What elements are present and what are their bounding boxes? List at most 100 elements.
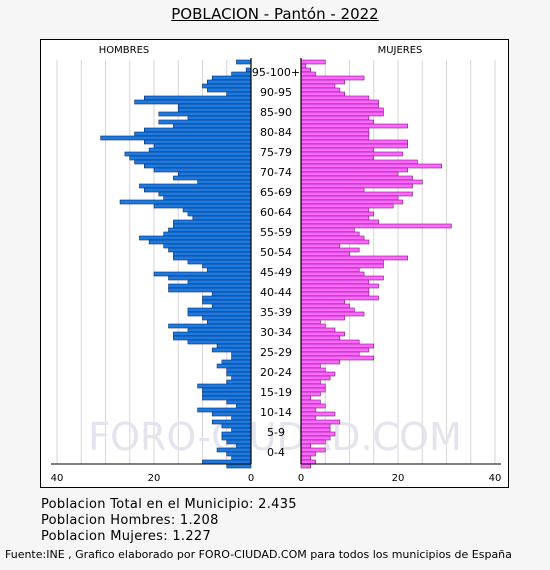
bar-mujeres-age-64 bbox=[300, 207, 370, 213]
tick-label-left: 0 bbox=[248, 473, 254, 484]
bar-hombres-age-79 bbox=[148, 147, 252, 153]
bar-mujeres-age-31 bbox=[300, 339, 360, 345]
footer-source: Fuente:INE , Grafico elaborado por FORO-… bbox=[5, 548, 512, 561]
bar-mujeres-age-38 bbox=[300, 311, 365, 317]
bar-mujeres-age-78 bbox=[300, 151, 404, 157]
bar-hombres-age-82 bbox=[100, 135, 252, 141]
bar-hombres-age-27 bbox=[231, 355, 252, 361]
bar-mujeres-age-34 bbox=[300, 327, 336, 333]
bar-mujeres-age-75 bbox=[300, 163, 442, 169]
bar-mujeres-age-79 bbox=[300, 147, 375, 153]
bar-hombres-age-23 bbox=[226, 371, 252, 377]
bar-hombres-age-13 bbox=[211, 411, 252, 417]
population-pyramid: HOMBRES MUJERES FORO-CIUDAD.COM 95-100+ 90-9… bbox=[51, 45, 502, 484]
bar-hombres-age-21 bbox=[226, 379, 252, 385]
bar-hombres-age-0 bbox=[226, 463, 252, 469]
bar-hombres-age-72 bbox=[173, 175, 252, 181]
bar-hombres-age-91 bbox=[134, 99, 252, 105]
bar-hombres-age-26 bbox=[221, 359, 252, 365]
age-group-label: 80-84 bbox=[260, 126, 292, 139]
bar-mujeres-age-44 bbox=[300, 287, 370, 293]
bar-mujeres-age-33 bbox=[300, 331, 345, 337]
bar-mujeres-age-99 bbox=[300, 67, 311, 73]
bar-hombres-age-31 bbox=[187, 339, 252, 345]
tick-label-left: 20 bbox=[148, 473, 161, 484]
bar-mujeres-age-68 bbox=[300, 191, 413, 197]
bar-hombres-age-98 bbox=[231, 71, 252, 77]
tick-label-right: 40 bbox=[489, 473, 502, 484]
bar-mujeres-age-46 bbox=[300, 279, 370, 285]
bar-mujeres-age-12 bbox=[300, 415, 316, 421]
bar-hombres-age-48 bbox=[153, 271, 252, 277]
bar-mujeres-age-70 bbox=[300, 183, 413, 189]
age-group-label: 20-24 bbox=[260, 366, 292, 379]
bar-hombres-age-43 bbox=[211, 291, 252, 297]
bar-hombres-age-73 bbox=[177, 171, 252, 177]
bar-mujeres-age-96 bbox=[300, 79, 345, 85]
bar-mujeres-age-6 bbox=[300, 439, 326, 445]
bar-mujeres-age-95 bbox=[300, 83, 336, 89]
bar-mujeres-age-76 bbox=[300, 159, 418, 165]
bar-mujeres-age-100 bbox=[300, 63, 307, 69]
bar-hombres-age-66 bbox=[119, 199, 252, 205]
bar-mujeres-age-4 bbox=[300, 447, 326, 453]
bar-mujeres-age-23 bbox=[300, 371, 336, 377]
bar-mujeres-age-81 bbox=[300, 139, 408, 145]
bar-hombres-age-30 bbox=[216, 343, 252, 349]
bar-mujeres-age-66 bbox=[300, 199, 404, 205]
age-group-label: 0-4 bbox=[267, 446, 285, 459]
bar-hombres-age-9 bbox=[231, 427, 252, 433]
bar-hombres-age-6 bbox=[226, 439, 252, 445]
bar-hombres-age-10 bbox=[221, 423, 252, 429]
age-group-label: 40-44 bbox=[260, 286, 292, 299]
bar-hombres-age-52 bbox=[173, 255, 252, 261]
bar-hombres-age-41 bbox=[202, 299, 252, 305]
bar-mujeres-age-20 bbox=[300, 383, 326, 389]
bar-hombres-age-8 bbox=[221, 431, 252, 437]
bar-mujeres-age-97 bbox=[300, 75, 365, 81]
bar-hombres-age-1 bbox=[202, 459, 252, 465]
bar-mujeres-age-73 bbox=[300, 171, 399, 177]
bar-mujeres-age-18 bbox=[300, 391, 321, 397]
bar-hombres-age-64 bbox=[182, 207, 252, 213]
bar-hombres-age-80 bbox=[153, 143, 252, 149]
age-group-label: 75-79 bbox=[260, 146, 292, 159]
bar-hombres-age-24 bbox=[226, 367, 252, 373]
bar-hombres-age-58 bbox=[163, 231, 252, 237]
bar-mujeres-age-94 bbox=[300, 87, 341, 93]
bar-mujeres-age-1 bbox=[300, 459, 316, 465]
bar-mujeres-age-10 bbox=[300, 423, 331, 429]
age-group-label: 95-100+ bbox=[252, 66, 300, 79]
bar-hombres-age-55 bbox=[163, 243, 252, 249]
bar-mujeres-age-41 bbox=[300, 299, 345, 305]
bar-mujeres-age-61 bbox=[300, 219, 379, 225]
bar-hombres-age-14 bbox=[197, 407, 252, 413]
label-mujeres: MUJERES bbox=[378, 45, 423, 56]
bar-hombres-age-37 bbox=[202, 315, 252, 321]
bar-mujeres-age-74 bbox=[300, 167, 408, 173]
bar-hombres-age-63 bbox=[187, 211, 252, 217]
bar-mujeres-age-88 bbox=[300, 111, 384, 117]
bar-mujeres-age-35 bbox=[300, 323, 326, 329]
bar-hombres-age-5 bbox=[236, 443, 252, 449]
bar-mujeres-age-62 bbox=[300, 215, 370, 221]
bar-hombres-age-17 bbox=[202, 395, 252, 401]
age-group-label: 60-64 bbox=[260, 206, 292, 219]
bar-hombres-age-101 bbox=[236, 59, 252, 65]
bar-mujeres-age-16 bbox=[300, 399, 321, 405]
bar-hombres-age-62 bbox=[192, 215, 252, 221]
bar-mujeres-age-71 bbox=[300, 179, 423, 185]
bar-hombres-age-46 bbox=[187, 279, 252, 285]
bar-mujeres-age-3 bbox=[300, 451, 316, 457]
bar-hombres-age-83 bbox=[134, 131, 252, 137]
bar-hombres-age-60 bbox=[173, 223, 252, 229]
bar-mujeres-age-59 bbox=[300, 227, 355, 233]
bar-mujeres-age-92 bbox=[300, 95, 370, 101]
bar-hombres-age-11 bbox=[211, 419, 252, 425]
bar-mujeres-age-77 bbox=[300, 155, 375, 161]
bar-hombres-age-78 bbox=[124, 151, 252, 157]
bar-hombres-age-70 bbox=[139, 183, 252, 189]
bar-hombres-age-33 bbox=[173, 331, 252, 337]
bar-mujeres-age-69 bbox=[300, 187, 365, 193]
bar-mujeres-age-24 bbox=[300, 367, 326, 373]
